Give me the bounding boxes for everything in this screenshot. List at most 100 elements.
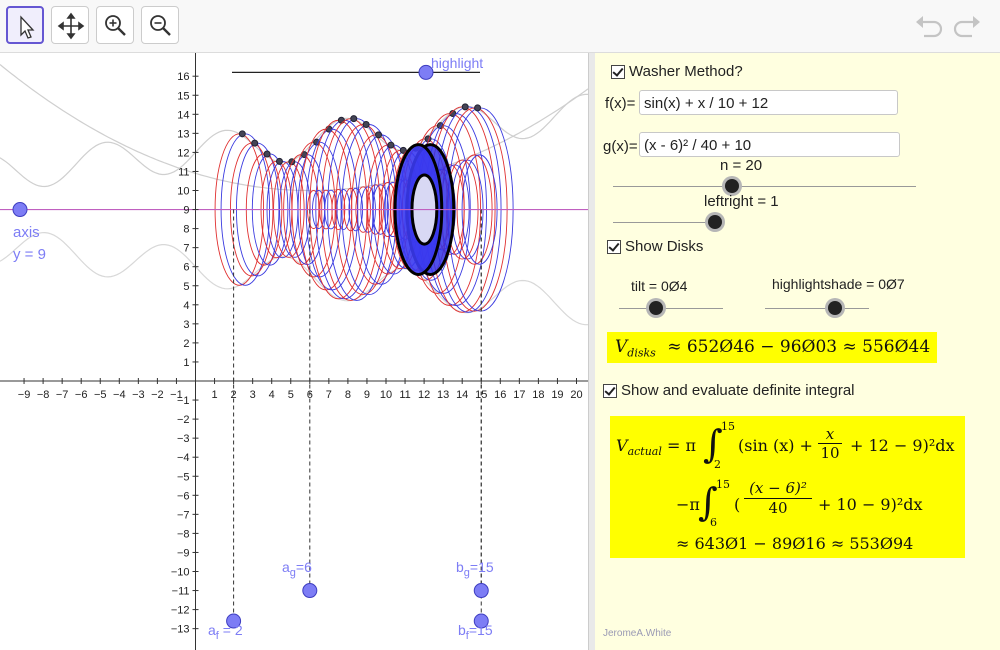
y-tick-label: 1 <box>183 357 189 369</box>
tilt-slider-handle[interactable] <box>649 301 663 315</box>
point-bf[interactable] <box>473 613 489 629</box>
zoom-in-button[interactable] <box>96 6 134 44</box>
x-tick-label: 14 <box>456 389 468 401</box>
undo-icon[interactable] <box>912 10 946 42</box>
x-tick-label: 8 <box>345 389 351 401</box>
zoom-out-button[interactable] <box>141 6 179 44</box>
vdisks-result-box: Vdisks ≈ 652Ø46 − 96Ø03 ≈ 556Ø44 <box>607 332 937 363</box>
x-tick-label: −6 <box>75 389 88 401</box>
show-integral-checkbox[interactable]: Show and evaluate definite integral <box>603 382 855 399</box>
point-bf-label: bf=15 <box>458 622 493 642</box>
x-tick-label: 18 <box>532 389 544 401</box>
tilt-slider-label: tilt = 0Ø4 <box>631 278 688 294</box>
integral-2-body-b: + 10 − 9)²dx <box>818 495 923 514</box>
y-tick-label: 15 <box>177 90 189 102</box>
axis-equation-label: y = 9 <box>13 246 46 263</box>
integral-result: ≈ 643Ø1 − 89Ø16 ≈ 553Ø94 <box>676 534 914 553</box>
y-tick-label: −1 <box>177 395 190 407</box>
toolbar <box>0 0 1000 53</box>
y-tick-label: −13 <box>171 624 190 636</box>
cursor-arrow-icon <box>20 15 35 39</box>
highlight-slider-handle[interactable] <box>418 64 434 80</box>
x-tick-label: 19 <box>551 389 563 401</box>
x-tick-label: 9 <box>364 389 370 401</box>
point-af[interactable] <box>226 613 242 629</box>
y-tick-label: −5 <box>177 471 190 483</box>
integral-2-fraction: (x − 6)² 40 <box>744 479 812 518</box>
disk-top-point <box>263 150 271 158</box>
integral-sign-1: ∫ <box>703 422 723 466</box>
x-tick-label: 20 <box>570 389 582 401</box>
view-divider[interactable] <box>588 53 595 650</box>
highlightshade-slider-track[interactable] <box>765 308 869 309</box>
x-tick-label: 13 <box>437 389 449 401</box>
move-graphics-view-button[interactable] <box>51 6 89 44</box>
axis-label: axis <box>13 224 40 241</box>
x-tick-label: −3 <box>132 389 145 401</box>
integral-sign-2: ∫ <box>698 480 718 524</box>
leftright-slider-track[interactable] <box>613 222 723 223</box>
x-tick-label: −5 <box>94 389 107 401</box>
integral-result-box: Vactual = π ∫ 15 2 (sin (x) + x 10 + 12 … <box>610 416 965 558</box>
y-tick-label: 14 <box>177 109 189 121</box>
y-tick-label: 16 <box>177 71 189 83</box>
point-ag-label: ag=6 <box>282 559 312 579</box>
disk-top-point <box>337 116 345 124</box>
zoom-out-icon <box>150 15 171 36</box>
washer-method-checkbox[interactable]: Washer Method? <box>611 63 743 80</box>
redo-icon[interactable] <box>950 10 984 42</box>
minus-pi: −π <box>676 495 700 514</box>
x-tick-label: 5 <box>288 389 294 401</box>
y-tick-label: −6 <box>177 490 190 502</box>
y-tick-label: −2 <box>177 414 190 426</box>
point-ag[interactable] <box>302 583 318 599</box>
checkbox-checked-icon <box>611 64 625 79</box>
g-curve <box>0 64 588 192</box>
n-slider-handle[interactable] <box>725 179 739 193</box>
coordinate-plane[interactable]: −9−8−7−6−5−4−3−2−11234567891011121314151… <box>0 53 588 650</box>
zoom-in-icon <box>105 15 126 36</box>
x-tick-label: −2 <box>151 389 164 401</box>
integral-1-body-a: (sin (x) + <box>738 436 813 455</box>
g-input-label: g(x)= <box>603 138 638 155</box>
show-disks-checkbox[interactable]: Show Disks <box>607 238 703 255</box>
y-tick-label: −12 <box>171 605 190 617</box>
disk-top-point <box>399 146 407 154</box>
graphics-view[interactable]: −9−8−7−6−5−4−3−2−11234567891011121314151… <box>0 53 588 650</box>
x-tick-label: 11 <box>399 389 410 401</box>
y-tick-label: 4 <box>183 300 189 312</box>
tilt-slider-track[interactable] <box>619 308 723 309</box>
highlightshade-slider-handle[interactable] <box>828 301 842 315</box>
vdisks-expression: Vdisks ≈ 652Ø46 − 96Ø03 ≈ 556Ø44 <box>615 337 931 360</box>
y-tick-label: −10 <box>171 567 190 579</box>
y-tick-label: 11 <box>178 166 189 178</box>
integral-1-fraction: x 10 <box>818 425 842 462</box>
disk-top-point <box>362 120 370 128</box>
highlight-label: highlight <box>431 55 484 71</box>
y-tick-label: 7 <box>183 243 189 255</box>
n-slider-track[interactable] <box>613 186 916 187</box>
leftright-slider-handle[interactable] <box>708 215 722 229</box>
n-slider-label: n = 20 <box>720 157 763 174</box>
f-input-label: f(x)= <box>605 95 636 112</box>
move-tool-button[interactable] <box>6 6 44 44</box>
g-input-field[interactable]: (x - 6)² / 40 + 10 <box>639 132 900 157</box>
integral-2-upper: 15 <box>716 478 730 491</box>
y-tick-label: −9 <box>177 547 190 559</box>
y-tick-label: 6 <box>183 262 189 274</box>
vactual-label: Vactual = π <box>616 436 696 459</box>
y-tick-label: 13 <box>177 128 189 140</box>
control-panel: Washer Method? f(x)= sin(x) + x / 10 + 1… <box>595 53 1000 650</box>
point-bg[interactable] <box>473 583 489 599</box>
integral-1-body-b: + 12 − 9)²dx <box>850 436 955 455</box>
x-tick-label: 12 <box>418 389 430 401</box>
y-tick-label: 12 <box>177 147 189 159</box>
y-tick-label: −3 <box>177 433 190 445</box>
y-tick-label: 10 <box>177 186 189 198</box>
disk-top-point <box>251 139 259 147</box>
f-input-field[interactable]: sin(x) + x / 10 + 12 <box>639 90 898 115</box>
checkbox-checked-icon <box>603 383 617 398</box>
leftright-slider-label: leftright = 1 <box>704 193 779 210</box>
disk-top-point <box>275 157 283 165</box>
axis-point[interactable] <box>12 202 28 218</box>
